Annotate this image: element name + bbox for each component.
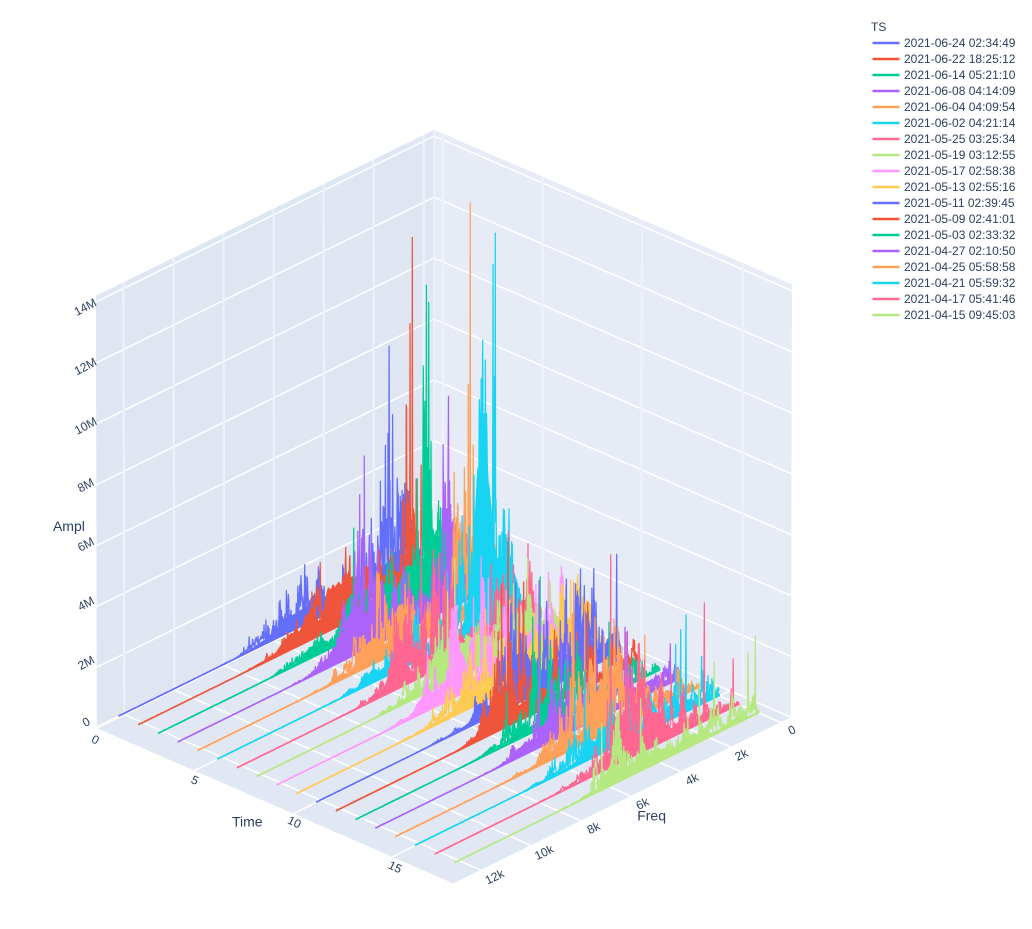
svg-text:2021-06-08 04:14:09: 2021-06-08 04:14:09 (904, 84, 1016, 98)
svg-text:2021-06-04 04:09:54: 2021-06-04 04:09:54 (904, 100, 1016, 114)
svg-text:2021-04-25 05:58:58: 2021-04-25 05:58:58 (904, 260, 1016, 274)
svg-text:Ampl: Ampl (53, 518, 85, 534)
svg-text:Freq: Freq (637, 808, 666, 824)
svg-text:2021-05-03 02:33:32: 2021-05-03 02:33:32 (904, 228, 1016, 242)
svg-text:TS: TS (871, 20, 886, 34)
svg-text:2021-05-09 02:41:01: 2021-05-09 02:41:01 (904, 212, 1016, 226)
svg-text:2021-06-14 05:21:10: 2021-06-14 05:21:10 (904, 68, 1016, 82)
svg-text:2021-05-11 02:39:45: 2021-05-11 02:39:45 (904, 196, 1015, 210)
svg-text:2021-04-21 05:59:32: 2021-04-21 05:59:32 (904, 276, 1016, 290)
svg-text:2021-05-13 02:55:16: 2021-05-13 02:55:16 (904, 180, 1016, 194)
svg-text:2021-06-22 18:25:12: 2021-06-22 18:25:12 (904, 52, 1016, 66)
svg-text:Time: Time (232, 813, 263, 829)
svg-text:2021-06-02 04:21:14: 2021-06-02 04:21:14 (904, 116, 1016, 130)
svg-text:2021-06-24 02:34:49: 2021-06-24 02:34:49 (904, 36, 1016, 50)
svg-text:2021-04-15 09:45:03: 2021-04-15 09:45:03 (904, 308, 1016, 322)
svg-text:2021-05-19 03:12:55: 2021-05-19 03:12:55 (904, 148, 1016, 162)
svg-text:2021-05-25 03:25:34: 2021-05-25 03:25:34 (904, 132, 1016, 146)
svg-text:2021-04-17 05:41:46: 2021-04-17 05:41:46 (904, 292, 1016, 306)
svg-text:2021-04-27 02:10:50: 2021-04-27 02:10:50 (904, 244, 1016, 258)
svg-text:2021-05-17 02:58:38: 2021-05-17 02:58:38 (904, 164, 1016, 178)
